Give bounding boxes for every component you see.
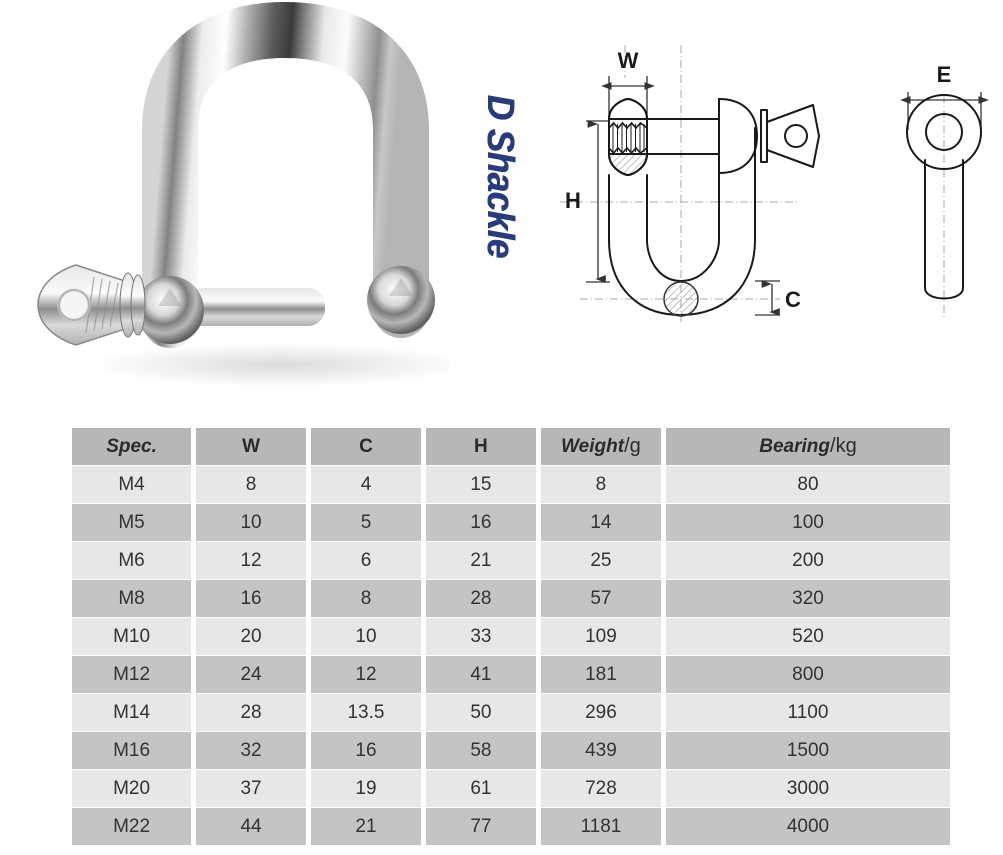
svg-text:C: C xyxy=(785,287,801,312)
svg-text:H: H xyxy=(565,188,581,213)
svg-text:W: W xyxy=(618,48,639,73)
svg-text:E: E xyxy=(937,62,952,87)
